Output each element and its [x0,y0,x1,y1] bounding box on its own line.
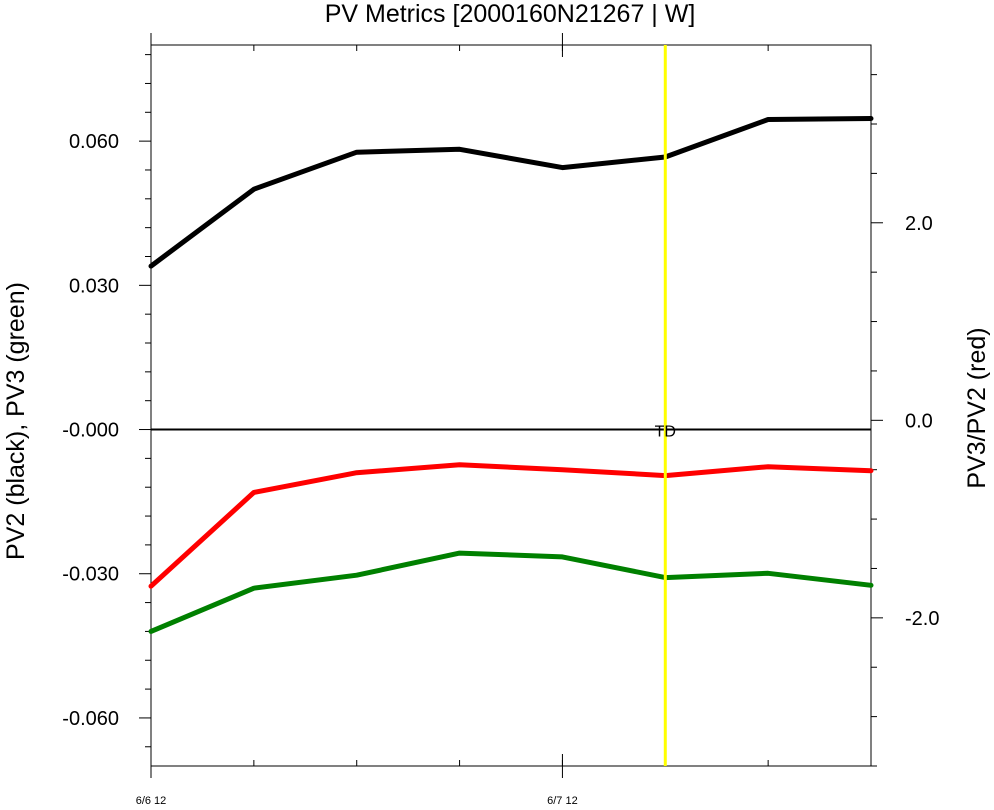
y-tick-label-left: -0.000 [62,420,119,442]
series-line-pv2 [148,116,874,269]
y-tick-label-left: -0.030 [62,564,119,586]
marker-label: TD [655,424,676,441]
x-tick-label: 6/6 12 [136,795,167,805]
series-line-pv3 [148,550,874,634]
y-tick-label-right: -2.0 [905,608,939,630]
chart-title: PV Metrics [2000160N21267 | W] [325,0,696,28]
y-axis-label-right: PV3/PV2 (red) [963,327,991,488]
y-tick-label-right: 0.0 [905,410,933,432]
x-tick-label: 6/7 12 [547,795,578,805]
series-line-pv3-pv2 [148,462,874,589]
y-tick-label-left: 0.030 [69,275,119,297]
y-tick-label-left: 0.060 [69,131,119,153]
y-tick-label-left: -0.060 [62,708,119,730]
y-tick-label-right: 2.0 [905,213,933,235]
y-axis-label-left: PV2 (black), PV3 (green) [2,282,30,560]
plot-frame [150,44,872,767]
